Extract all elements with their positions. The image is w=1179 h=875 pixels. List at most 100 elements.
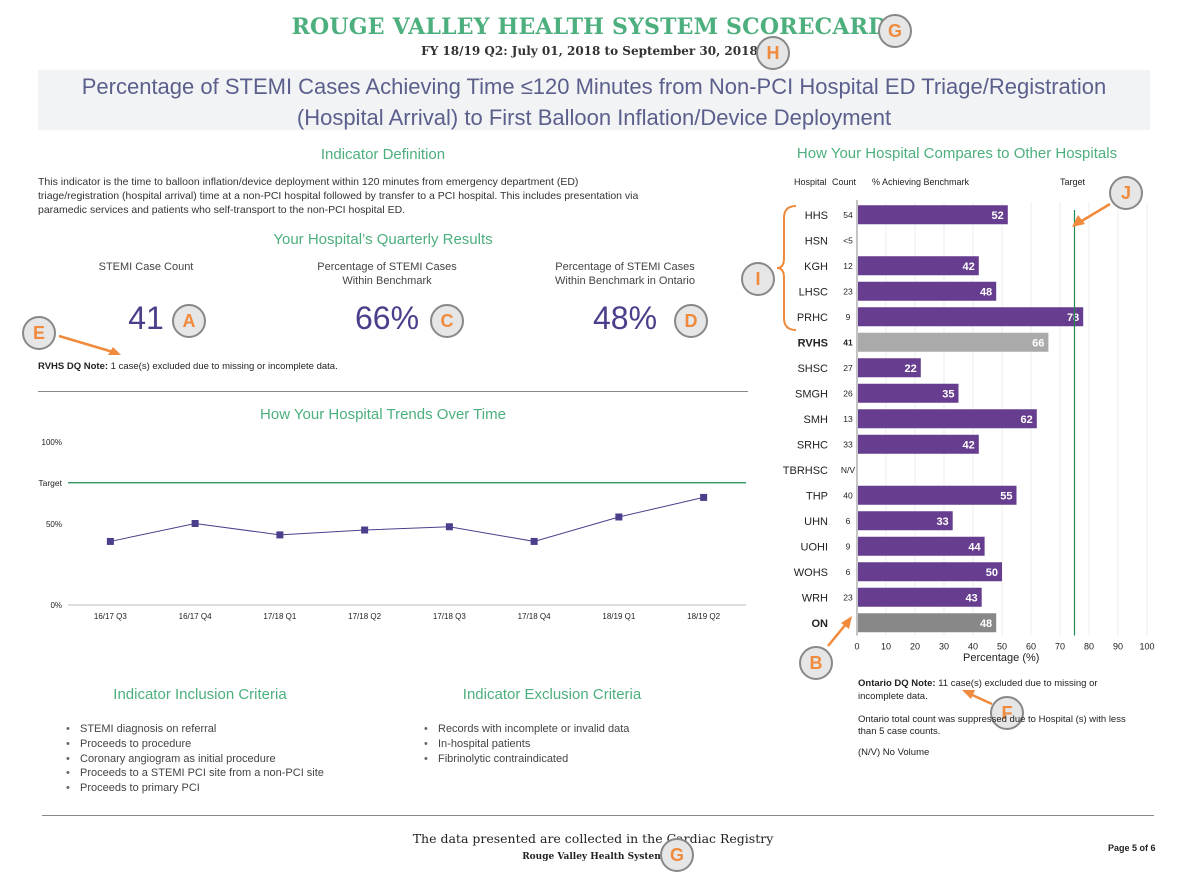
compare-bar bbox=[858, 562, 1002, 582]
compare-hospital-label: SMGH bbox=[795, 388, 828, 400]
compare-count-label: 13 bbox=[843, 414, 853, 424]
page-number: Page 5 of 6 bbox=[1108, 843, 1156, 853]
compare-hospital-label: PRHC bbox=[797, 312, 828, 324]
inclusion-item: STEMI diagnosis on referral bbox=[66, 722, 324, 737]
compare-count-label: 26 bbox=[843, 388, 853, 398]
compare-bar-value-label: 55 bbox=[1000, 490, 1012, 502]
trend-x-tick-label: 18/19 Q1 bbox=[602, 612, 635, 621]
compare-bar-value-label: 66 bbox=[1032, 337, 1044, 349]
trend-x-tick-label: 16/17 Q3 bbox=[94, 612, 127, 621]
trend-point bbox=[615, 513, 623, 521]
compare-count-label: 33 bbox=[843, 439, 853, 449]
ontario-dq-note: Ontario DQ Note: 11 case(s) excluded due… bbox=[858, 677, 1098, 690]
compare-count-label: 12 bbox=[843, 261, 853, 271]
annotation-badge-d: D bbox=[674, 304, 708, 338]
compare-hospital-label: WOHS bbox=[794, 567, 828, 579]
kpi-label-line: Within Benchmark in Ontario bbox=[555, 275, 695, 287]
quarterly-heading: Your Hospital’s Quarterly Results bbox=[273, 231, 493, 248]
compare-bar bbox=[858, 205, 1008, 225]
compare-hospital-label: HHS bbox=[805, 210, 828, 222]
trend-heading: How Your Hospital Trends Over Time bbox=[260, 406, 506, 423]
compare-x-tick-label: 90 bbox=[1113, 642, 1123, 652]
no-volume-note: (N/V) No Volume bbox=[858, 747, 930, 758]
trend-x-tick-label: 18/19 Q2 bbox=[687, 612, 720, 621]
trend-y-label-0: 0% bbox=[50, 601, 62, 610]
compare-bar bbox=[858, 511, 953, 531]
compare-bar-value-label: 44 bbox=[968, 541, 981, 553]
trend-x-tick-label: 17/18 Q2 bbox=[348, 612, 381, 621]
ontario-dq-note-line2: incomplete data. bbox=[858, 691, 928, 702]
compare-heading: How Your Hospital Compares to Other Hosp… bbox=[796, 145, 1118, 162]
compare-bar-value-label: 42 bbox=[963, 261, 975, 273]
compare-hospital-label: KGH bbox=[804, 261, 828, 273]
inclusion-heading: Indicator Inclusion Criteria bbox=[113, 686, 287, 703]
exclusion-list: Records with incomplete or invalid data … bbox=[424, 722, 629, 766]
trend-point bbox=[361, 526, 369, 534]
trend-chart: 100% Target 50% 0% 16/17 Q3 16/17 Q4 17/18… bbox=[38, 438, 746, 621]
suppress-note-line2: than 5 case counts. bbox=[858, 726, 941, 737]
compare-bar-value-label: 50 bbox=[986, 567, 998, 579]
exclusion-heading: Indicator Exclusion Criteria bbox=[462, 686, 642, 703]
rvhs-dq-note: RVHS DQ Note: 1 case(s) excluded due to … bbox=[38, 360, 338, 373]
compare-count-label: 27 bbox=[843, 363, 853, 373]
trend-point bbox=[276, 531, 284, 539]
trend-x-tick-label: 17/18 Q4 bbox=[518, 612, 551, 621]
annotation-badge-c: C bbox=[430, 304, 464, 338]
annotation-badge-f: F bbox=[990, 696, 1024, 730]
trend-point bbox=[106, 537, 114, 545]
compare-hospital-label: TBRHSC bbox=[783, 465, 828, 477]
trend-y-label-target: Target bbox=[38, 478, 62, 488]
compare-hospital-label: LHSC bbox=[799, 286, 828, 298]
arrow-f-icon bbox=[962, 690, 993, 706]
exclusion-item: Records with incomplete or invalid data bbox=[424, 722, 629, 737]
inclusion-list: STEMI diagnosis on referral Proceeds to … bbox=[66, 722, 324, 796]
compare-bar-value-label: 35 bbox=[942, 388, 954, 400]
inclusion-item: Proceeds to primary PCI bbox=[66, 781, 324, 796]
annotation-badge-i: I bbox=[741, 262, 775, 296]
compare-count-label: 54 bbox=[843, 210, 853, 220]
annotation-badge-j: J bbox=[1109, 176, 1143, 210]
bracket-i-icon bbox=[776, 205, 797, 331]
compare-count-label: 6 bbox=[846, 567, 851, 577]
compare-x-tick-label: 70 bbox=[1055, 642, 1065, 652]
compare-bar-value-label: 78 bbox=[1067, 312, 1079, 324]
compare-x-tick-label: 40 bbox=[968, 642, 978, 652]
compare-bar-value-label: 48 bbox=[980, 286, 992, 298]
compare-hospital-label: UHN bbox=[804, 516, 828, 528]
col-count-header: Count bbox=[832, 177, 857, 187]
footer-org: Rouge Valley Health System bbox=[522, 852, 664, 862]
compare-hospital-label: HSN bbox=[805, 235, 828, 247]
dq-note-text: 1 case(s) excluded due to missing or inc… bbox=[108, 361, 338, 372]
compare-bar bbox=[858, 332, 1049, 352]
compare-bar bbox=[858, 358, 921, 378]
exclusion-item: Fibrinolytic contraindicated bbox=[424, 752, 629, 767]
footer-source: The data presented are collected in the … bbox=[412, 831, 774, 846]
compare-x-tick-label: 10 bbox=[881, 642, 891, 652]
kpi-ontario-label: Percentage of STEMI Cases Within Benchma… bbox=[530, 260, 720, 288]
kpi-label-line: STEMI Case Count bbox=[98, 261, 194, 273]
compare-bar bbox=[858, 256, 979, 276]
trend-x-tick-label: 17/18 Q1 bbox=[263, 612, 296, 621]
inclusion-item: Coronary angiogram as initial procedure bbox=[66, 752, 324, 767]
definition-heading: Indicator Definition bbox=[320, 146, 446, 163]
trend-point bbox=[191, 520, 199, 527]
trend-y-label-100: 100% bbox=[42, 438, 62, 447]
section-divider bbox=[38, 391, 748, 392]
compare-bar bbox=[858, 383, 959, 403]
compare-count-label: <5 bbox=[843, 235, 853, 245]
compare-bar bbox=[858, 281, 997, 301]
annotation-badge-b: B bbox=[799, 646, 833, 680]
compare-count-label: 23 bbox=[843, 286, 853, 296]
compare-x-tick-label: 50 bbox=[997, 642, 1007, 652]
compare-bar-value-label: 22 bbox=[905, 363, 917, 375]
compare-count-label: 41 bbox=[843, 337, 853, 347]
definition-line: triage/registration (hospital arrival) t… bbox=[38, 190, 639, 202]
inclusion-item: Proceeds to procedure bbox=[66, 737, 324, 752]
trend-y-label-50: 50% bbox=[46, 520, 62, 529]
compare-count-label: 9 bbox=[846, 312, 851, 322]
arrow-j-icon bbox=[1072, 202, 1111, 227]
arrow-e-icon bbox=[58, 334, 121, 355]
compare-bar bbox=[858, 307, 1084, 327]
inclusion-item: Proceeds to a STEMI PCI site from a non-… bbox=[66, 766, 324, 781]
compare-x-axis-label: Percentage (%) bbox=[963, 652, 1040, 664]
